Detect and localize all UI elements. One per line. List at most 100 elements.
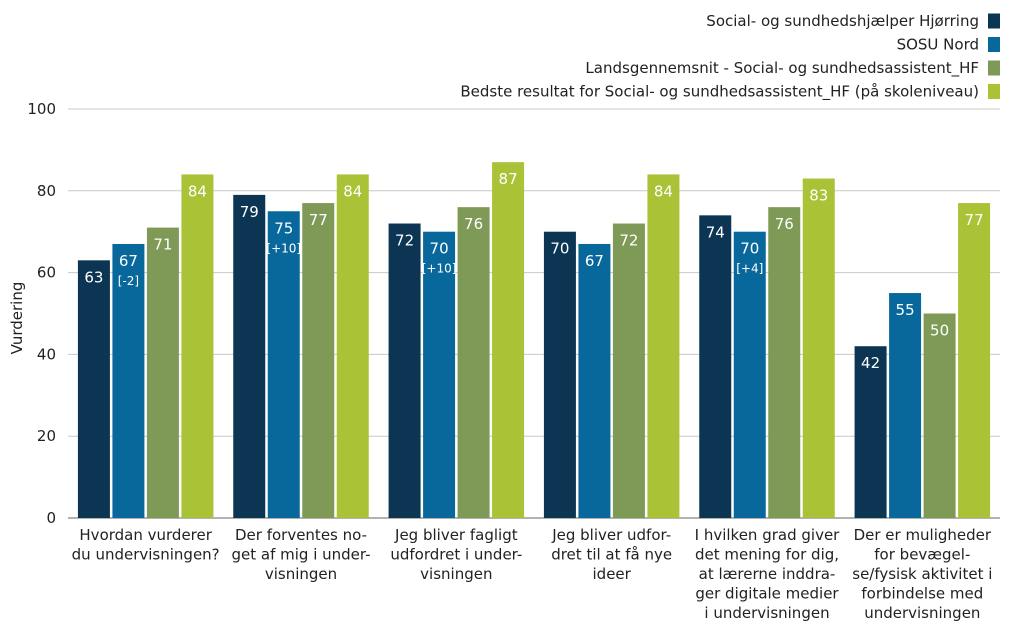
x-category-label: Der forventes no-get af mig i under-visn… bbox=[231, 526, 370, 583]
legend-label: SOSU Nord bbox=[897, 36, 979, 54]
x-category-label-line: udfordret i under- bbox=[390, 546, 522, 564]
y-tick-label: 60 bbox=[37, 264, 56, 282]
bar bbox=[647, 174, 680, 518]
bar bbox=[958, 203, 991, 518]
legend-swatch bbox=[988, 60, 1000, 76]
x-category-label: Hvordan vurderer du undervisningen? bbox=[72, 526, 220, 564]
legend-swatch bbox=[988, 84, 1000, 99]
bar-value-label: 70 bbox=[430, 240, 449, 258]
bar bbox=[302, 203, 335, 518]
bar-value-label: 87 bbox=[499, 170, 518, 188]
x-category-label-line: Der forventes no- bbox=[235, 526, 367, 544]
x-category-label-line: du undervisningen? bbox=[72, 546, 220, 564]
y-tick-label: 100 bbox=[27, 100, 56, 118]
x-category-label-line: i undervisningen bbox=[704, 604, 829, 622]
bar bbox=[612, 223, 645, 518]
x-category-label: Jeg bliver fagligt udfordret i under-visn… bbox=[390, 526, 522, 583]
x-category-label-line: Jeg bliver fagligt bbox=[394, 526, 518, 544]
bar-value-labels: 63 67 [-2] 71 84 79 75 [+10] 77 84 72 70 [+10] 76 87 70… bbox=[84, 170, 983, 372]
bar bbox=[733, 231, 766, 518]
y-tick-label: 40 bbox=[37, 345, 56, 363]
x-category-label-line: ger digitale medier bbox=[695, 585, 839, 603]
x-category-label-line: ideer bbox=[593, 565, 632, 583]
bar bbox=[699, 215, 732, 518]
bar-value-label: 63 bbox=[84, 268, 103, 286]
bar-value-label: 67 bbox=[585, 252, 604, 270]
bar bbox=[768, 207, 801, 518]
bar bbox=[423, 231, 456, 518]
legend-swatch bbox=[988, 13, 1000, 29]
bar bbox=[923, 313, 956, 518]
x-category-label-line: undervisningen bbox=[864, 604, 980, 622]
bar-change-annotation: [-2] bbox=[118, 274, 139, 288]
legend: Social- og sundhedshjælper Hjørring SOSU … bbox=[460, 12, 1000, 102]
bar-value-label: 77 bbox=[309, 211, 328, 229]
x-category-label: Jeg bliver udfor-dret til at få nye ideer bbox=[551, 526, 672, 583]
x-category-label-line: visningen bbox=[265, 565, 337, 583]
bar-change-annotation: [+10] bbox=[422, 262, 457, 276]
bar-value-label: 75 bbox=[274, 219, 293, 237]
bar-value-label: 72 bbox=[395, 232, 414, 250]
x-category-label-line: I hvilken grad giver bbox=[695, 526, 841, 544]
bar-value-label: 42 bbox=[861, 354, 880, 372]
y-axis-label: Vurdering bbox=[8, 282, 26, 355]
bar-change-annotation: [+4] bbox=[736, 262, 763, 276]
bar-value-label: 70 bbox=[550, 240, 569, 258]
x-category-label-line: dret til at få nye bbox=[551, 546, 672, 564]
bar-value-label: 74 bbox=[706, 223, 725, 241]
bar-value-label: 76 bbox=[775, 215, 794, 233]
bar-value-label: 83 bbox=[809, 187, 828, 205]
legend-label: Landsgennemsnit - Social- og sundhedsass… bbox=[585, 59, 979, 78]
bar-value-label: 84 bbox=[654, 182, 673, 200]
x-category-label-line: for bevægel- bbox=[874, 546, 970, 564]
bar-value-label: 79 bbox=[240, 203, 259, 221]
bar bbox=[146, 227, 179, 519]
bar-value-label: 55 bbox=[896, 301, 915, 319]
x-axis-category-labels: Hvordan vurderer du undervisningen? Der fo… bbox=[72, 526, 993, 622]
y-tick-label: 20 bbox=[37, 427, 56, 445]
bar-value-label: 84 bbox=[343, 182, 362, 200]
bar bbox=[802, 178, 835, 518]
bar-value-label: 70 bbox=[740, 240, 759, 258]
x-category-label-line: Jeg bliver udfor- bbox=[551, 526, 671, 544]
x-category-label-line: Hvordan vurderer bbox=[79, 526, 212, 544]
x-category-label-line: Der er muligheder bbox=[854, 526, 992, 544]
bar bbox=[267, 211, 300, 518]
bar-value-label: 71 bbox=[153, 236, 172, 254]
bar bbox=[543, 231, 576, 518]
x-category-label-line: at lærerne inddra- bbox=[699, 565, 836, 583]
bar bbox=[457, 207, 490, 518]
bar bbox=[492, 162, 525, 519]
bar-value-label: 84 bbox=[188, 182, 207, 200]
bar-value-label: 72 bbox=[619, 232, 638, 250]
x-category-label-line: get af mig i under- bbox=[231, 546, 370, 564]
legend-label: Bedste resultat for Social- og sundhedsa… bbox=[460, 83, 979, 102]
bar bbox=[889, 293, 922, 518]
bar-change-annotation: [+10] bbox=[266, 241, 301, 255]
bar-value-label: 77 bbox=[965, 211, 984, 229]
x-category-label: I hvilken grad giver det mening for dig, a… bbox=[695, 526, 841, 622]
x-category-label-line: visningen bbox=[420, 565, 492, 583]
gridlines bbox=[68, 108, 1000, 519]
bar bbox=[854, 346, 887, 518]
bar bbox=[388, 223, 421, 518]
bar-value-label: 67 bbox=[119, 252, 138, 270]
x-category-label-line: se/fysisk aktivitet i bbox=[852, 565, 992, 583]
bar bbox=[77, 260, 110, 518]
legend-swatch bbox=[988, 37, 1000, 52]
bars bbox=[77, 162, 991, 519]
bar bbox=[336, 174, 369, 518]
x-category-label-line: det mening for dig, bbox=[695, 546, 839, 564]
bar-value-label: 50 bbox=[930, 322, 949, 340]
bar bbox=[233, 194, 266, 518]
x-category-label: Der er muligheder for bevægel-se/fysisk a… bbox=[852, 526, 992, 622]
y-tick-label: 80 bbox=[37, 182, 56, 200]
bar bbox=[181, 174, 214, 518]
legend-label: Social- og sundhedshjælper Hjørring bbox=[706, 12, 979, 30]
y-tick-label: 0 bbox=[46, 509, 56, 527]
bar-value-label: 76 bbox=[464, 215, 483, 233]
bar bbox=[578, 243, 611, 518]
y-axis-ticks: 0 20 40 60 80 100 bbox=[27, 100, 56, 527]
bar bbox=[112, 243, 145, 518]
